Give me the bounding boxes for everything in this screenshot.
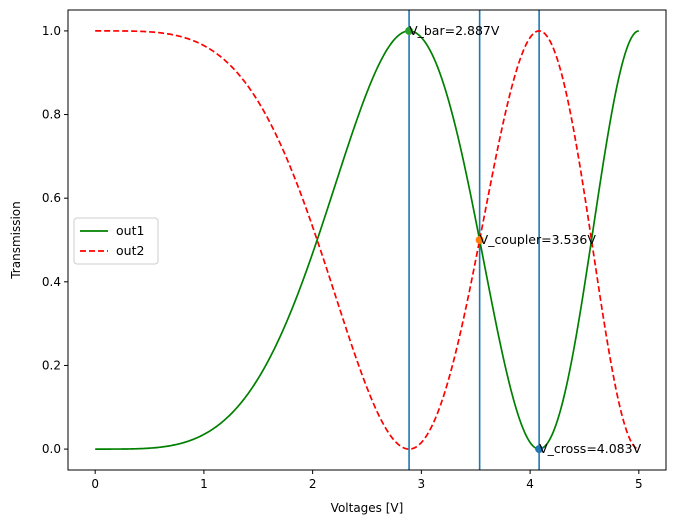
y-tick-label: 0.6 [42,191,61,205]
legend: out1 out2 [73,217,159,265]
legend-label: out2 [116,243,144,258]
y-tick-label: 0.4 [42,275,61,289]
marker-points [405,26,544,454]
y-axis-ticks: 0.0 0.2 0.4 0.6 0.8 1.0 [42,24,68,456]
marker-point [475,236,484,244]
series-lines [95,30,639,450]
y-tick-label: 1.0 [42,24,61,38]
x-tick-label: 0 [91,477,99,491]
y-tick-label: 0.2 [42,358,61,372]
x-tick-label: 1 [200,477,208,491]
annotation-label: V_cross=4.083V [539,441,641,456]
x-axis-label: Voltages [V] [331,501,404,515]
x-tick-label: 4 [526,477,534,491]
series-line-out1 [95,30,639,450]
y-axis-label: Transmission [9,201,23,280]
plot-frame [67,9,667,471]
y-tick-label: 0.0 [42,442,61,456]
annotation-label: V_coupler=3.536V [480,232,597,247]
x-tick-label: 5 [635,477,643,491]
annotation-label: V_bar=2.887V [409,23,500,38]
annotations: V_bar=2.887V V_coupler=3.536V V_cross=4.08… [409,23,642,456]
x-tick-label: 2 [309,477,317,491]
marker-point [535,445,544,454]
legend-label: out1 [116,223,144,238]
y-tick-label: 0.8 [42,108,61,122]
marker-point [405,26,414,35]
x-tick-label: 3 [418,477,426,491]
x-axis-ticks: 0 1 2 3 4 5 [91,470,643,491]
legend-box [73,217,159,265]
series-line-out2 [95,30,639,450]
